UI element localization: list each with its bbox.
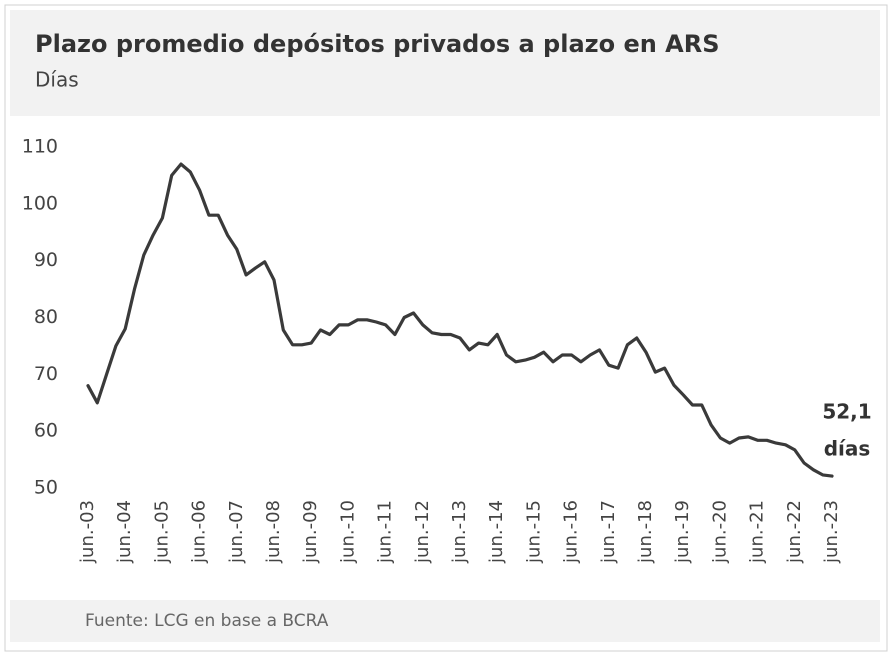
x-tick-label: jun.-12 (412, 500, 433, 564)
y-tick-label: 70 (34, 363, 58, 385)
x-tick-label: jun.-15 (523, 500, 544, 564)
x-tick-label: jun.-05 (151, 500, 172, 564)
end-annotation: 52,1 (822, 400, 871, 424)
y-tick-label: 110 (22, 136, 58, 158)
end-annotation: días (824, 437, 871, 461)
x-tick-label: jun.-08 (263, 500, 284, 564)
x-tick-label: jun.-14 (486, 500, 507, 564)
x-tick-label: jun.-18 (635, 500, 656, 564)
x-tick-label: jun.-06 (189, 500, 210, 564)
x-tick-label: jun.-23 (821, 500, 842, 564)
x-tick-label: jun.-09 (300, 500, 321, 564)
x-tick-label: jun.-07 (226, 500, 247, 564)
data-line (86, 162, 834, 478)
y-tick-label: 90 (34, 249, 58, 271)
x-tick-label: jun.-11 (375, 500, 396, 564)
chart-subtitle: Días (35, 68, 79, 92)
y-tick-label: 50 (34, 477, 58, 499)
header-band (10, 10, 880, 116)
x-tick-label: jun.-13 (449, 500, 470, 564)
chart-title: Plazo promedio depósitos privados a plaz… (35, 30, 720, 58)
x-tick-label: jun.-21 (747, 500, 768, 564)
y-tick-label: 100 (22, 192, 58, 214)
x-tick-label: jun.-17 (598, 500, 619, 564)
source: Fuente: LCG en base a BCRA (85, 611, 329, 631)
x-tick-label: jun.-22 (784, 500, 805, 564)
x-tick-label: jun.-10 (337, 500, 358, 564)
x-tick-label: jun.-03 (77, 500, 98, 564)
footer-band (10, 600, 880, 642)
x-tick-label: jun.-16 (561, 500, 582, 564)
y-tick-label: 80 (34, 306, 58, 328)
x-tick-label: jun.-20 (709, 500, 730, 564)
x-tick-label: jun.-19 (672, 500, 693, 564)
y-tick-label: 60 (34, 420, 58, 442)
x-tick-label: jun.-04 (114, 500, 135, 564)
